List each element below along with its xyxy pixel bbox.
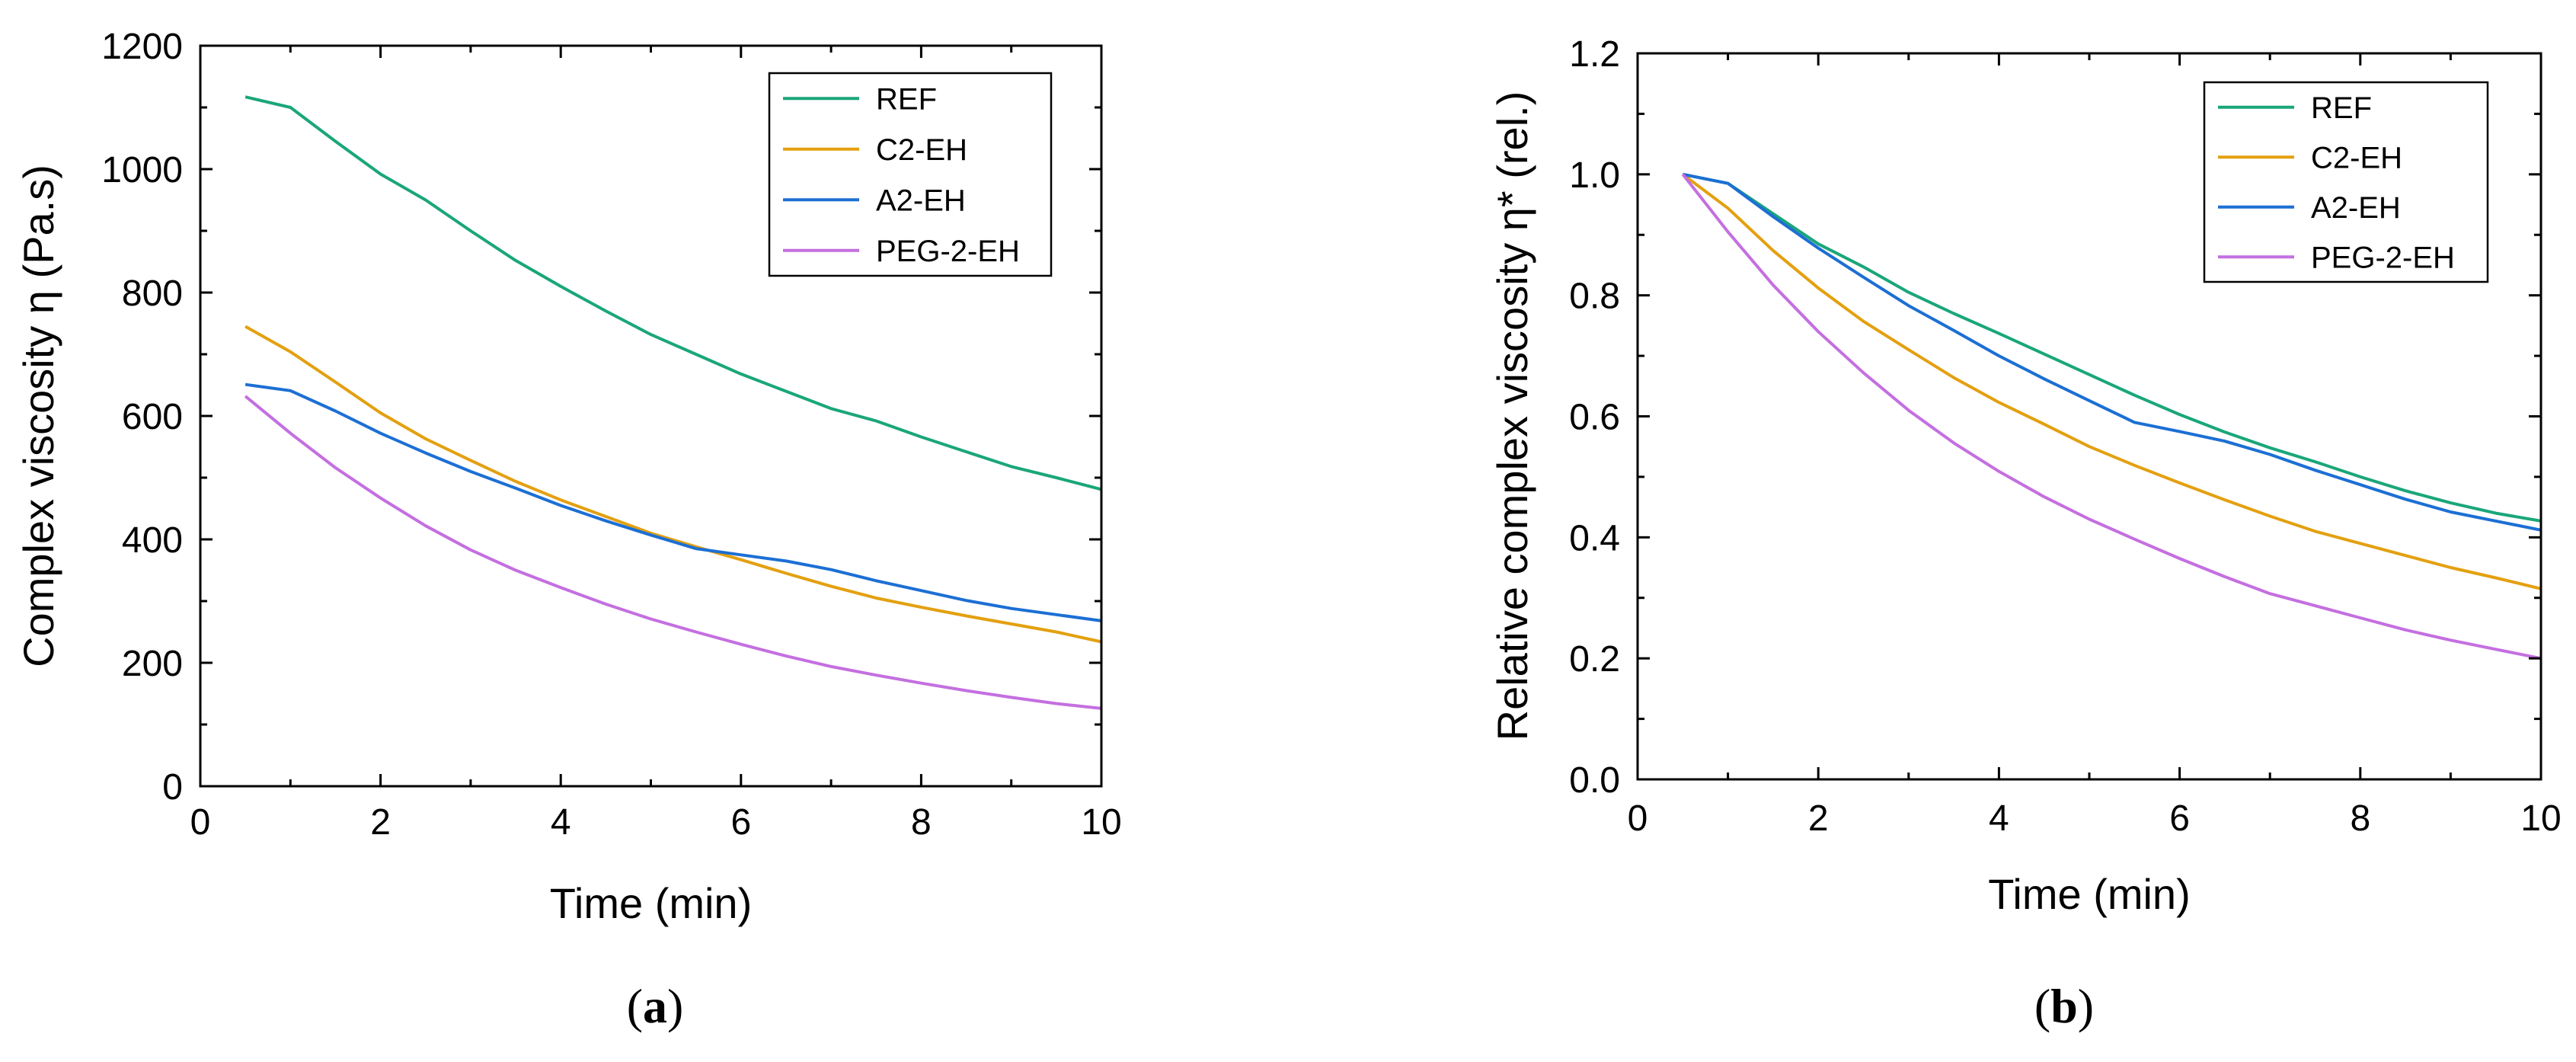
caption-open: ( [627, 979, 643, 1033]
x-tick-label: 4 [551, 802, 571, 843]
x-axis-title: Time (min) [550, 879, 752, 927]
y-tick-label: 0.2 [1569, 639, 1620, 680]
panel-a-chart: 0 2 4 6 8 10 0 200 400 600 800 1000 1200 Time (min) Co… [14, 27, 1122, 1033]
legend-box [768, 72, 1053, 277]
y-tick-label: 600 [122, 397, 183, 437]
panel-b-chart: 0 2 4 6 8 10 0.0 0.2 0.4 0.6 0.8 1.0 1.2 Time (min) Re… [1488, 34, 2562, 1033]
legend-label-peg-2-eh: PEG-2-EH [876, 235, 1020, 268]
legend-label-c2-eh: C2-EH [2311, 141, 2402, 174]
legend-box [2203, 81, 2489, 283]
legend-label-a2-eh: A2-EH [2311, 191, 2401, 225]
y-axis-title: Relative complex viscosity η* (rel.) [1488, 91, 1536, 741]
x-tick-label: 0 [190, 802, 211, 843]
y-tick-label: 0 [162, 767, 183, 808]
panel-caption: (a) [627, 979, 684, 1033]
y-axis-title: Complex viscosity η (Pa.s) [14, 165, 62, 667]
legend-label-c2-eh: C2-EH [876, 133, 967, 167]
y-tick-label: 0.6 [1569, 398, 1620, 438]
series-line-a2-eh [1682, 172, 2542, 532]
series-line-c2-eh [244, 325, 1102, 644]
y-tick-label: 400 [122, 520, 183, 561]
y-tick-label: 800 [122, 273, 183, 314]
caption-open: ( [2034, 979, 2050, 1033]
x-tick-label: 10 [1081, 802, 1121, 843]
series-line-c2-eh [1682, 173, 2542, 590]
caption-close: ) [667, 979, 683, 1033]
x-tick-label: 4 [1989, 798, 2009, 839]
x-tick-label: 10 [2520, 798, 2561, 839]
legend-label-peg-2-eh: PEG-2-EH [2311, 241, 2455, 274]
y-tick-label: 1.2 [1569, 34, 1620, 75]
y-tick-label: 0.0 [1569, 760, 1620, 801]
series-line-ref [1682, 172, 2542, 523]
series-line-a2-eh [244, 382, 1102, 622]
y-tick-label: 1200 [101, 27, 183, 67]
x-tick-label: 6 [730, 802, 751, 843]
x-tick-label: 8 [911, 802, 932, 843]
series-line-peg-2-eh [1681, 173, 2542, 661]
x-tick-label: 2 [1808, 798, 1829, 839]
y-tick-label: 0.8 [1569, 277, 1620, 317]
x-tick-label: 0 [1628, 798, 1648, 839]
caption-close: ) [2078, 979, 2094, 1033]
legend-label-a2-eh: A2-EH [876, 184, 966, 217]
legend-label-ref: REF [876, 82, 937, 116]
caption-letter: a [643, 979, 667, 1033]
panel-caption: (b) [2034, 979, 2094, 1033]
x-axis-title: Time (min) [1988, 870, 2190, 918]
y-tick-label: 1000 [101, 150, 183, 190]
y-tick-label: 200 [122, 644, 183, 684]
x-tick-label: 8 [2350, 798, 2370, 839]
y-tick-label: 0.4 [1569, 518, 1620, 558]
y-tick-label: 1.0 [1569, 155, 1620, 196]
caption-letter: b [2050, 979, 2078, 1033]
series-line-ref [244, 95, 1102, 491]
legend-label-ref: REF [2311, 91, 2372, 125]
x-tick-label: 2 [370, 802, 391, 843]
x-tick-label: 6 [2169, 798, 2190, 839]
series-line-peg-2-eh [244, 395, 1102, 710]
